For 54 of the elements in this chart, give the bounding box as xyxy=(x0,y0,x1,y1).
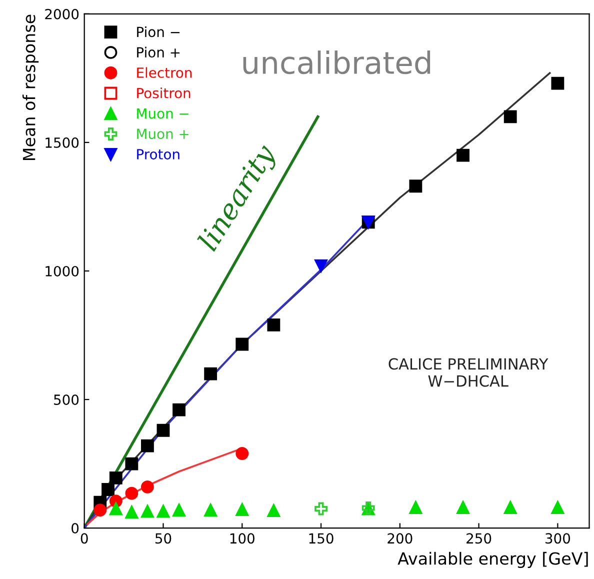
x-tick-label: 50 xyxy=(155,533,172,544)
point xyxy=(125,506,138,519)
x-tick-label: 0 xyxy=(80,533,88,544)
point xyxy=(141,504,154,518)
legend-label: Muon − xyxy=(137,108,188,119)
x-tick-label: 150 xyxy=(309,533,334,544)
y-tick-label: 500 xyxy=(54,394,79,405)
x-tick-label: 300 xyxy=(545,533,570,544)
point xyxy=(109,502,122,516)
point xyxy=(236,503,249,516)
y-axis-title: Mean of response xyxy=(22,14,39,160)
x-axis-title: Available energy [GeV] xyxy=(398,552,588,568)
point xyxy=(156,424,170,437)
point xyxy=(156,504,170,518)
point xyxy=(456,148,470,162)
point xyxy=(109,471,122,484)
y-tick-label: 1000 xyxy=(46,266,79,276)
point xyxy=(125,486,138,500)
legend-label: Muon + xyxy=(137,128,188,140)
annotation: uncalibrated xyxy=(243,50,430,74)
legend-label: Pion − xyxy=(137,26,180,38)
point xyxy=(409,501,422,514)
point xyxy=(204,367,218,380)
annotation: CALICE PRELIMINARY W−DHCAL xyxy=(388,358,548,387)
x-tick-label: 100 xyxy=(230,533,254,544)
legend-label: Pion + xyxy=(137,46,180,58)
legend-label: Positron xyxy=(137,88,190,98)
point xyxy=(141,439,154,452)
point xyxy=(551,76,564,90)
point xyxy=(102,483,114,496)
y-tick-label: 0 xyxy=(72,523,79,534)
x-tick-label: 200 xyxy=(388,533,412,544)
y-tick-label: 2000 xyxy=(45,8,79,20)
point xyxy=(141,480,154,494)
x-tick-label: 250 xyxy=(466,533,492,544)
legend-label: Electron xyxy=(137,67,192,78)
point xyxy=(236,447,249,460)
point xyxy=(172,504,186,517)
point xyxy=(409,180,422,193)
point xyxy=(504,501,517,514)
point xyxy=(267,318,280,332)
point xyxy=(551,501,564,514)
point xyxy=(504,110,517,124)
point xyxy=(125,457,138,470)
point xyxy=(204,504,218,517)
point xyxy=(236,338,249,351)
legend-label: Proton xyxy=(137,149,180,160)
point xyxy=(314,259,328,272)
point xyxy=(314,502,328,516)
point xyxy=(172,403,186,416)
point xyxy=(456,501,470,514)
point xyxy=(94,504,107,517)
y-tick-label: 1500 xyxy=(46,137,79,148)
point xyxy=(267,504,280,518)
